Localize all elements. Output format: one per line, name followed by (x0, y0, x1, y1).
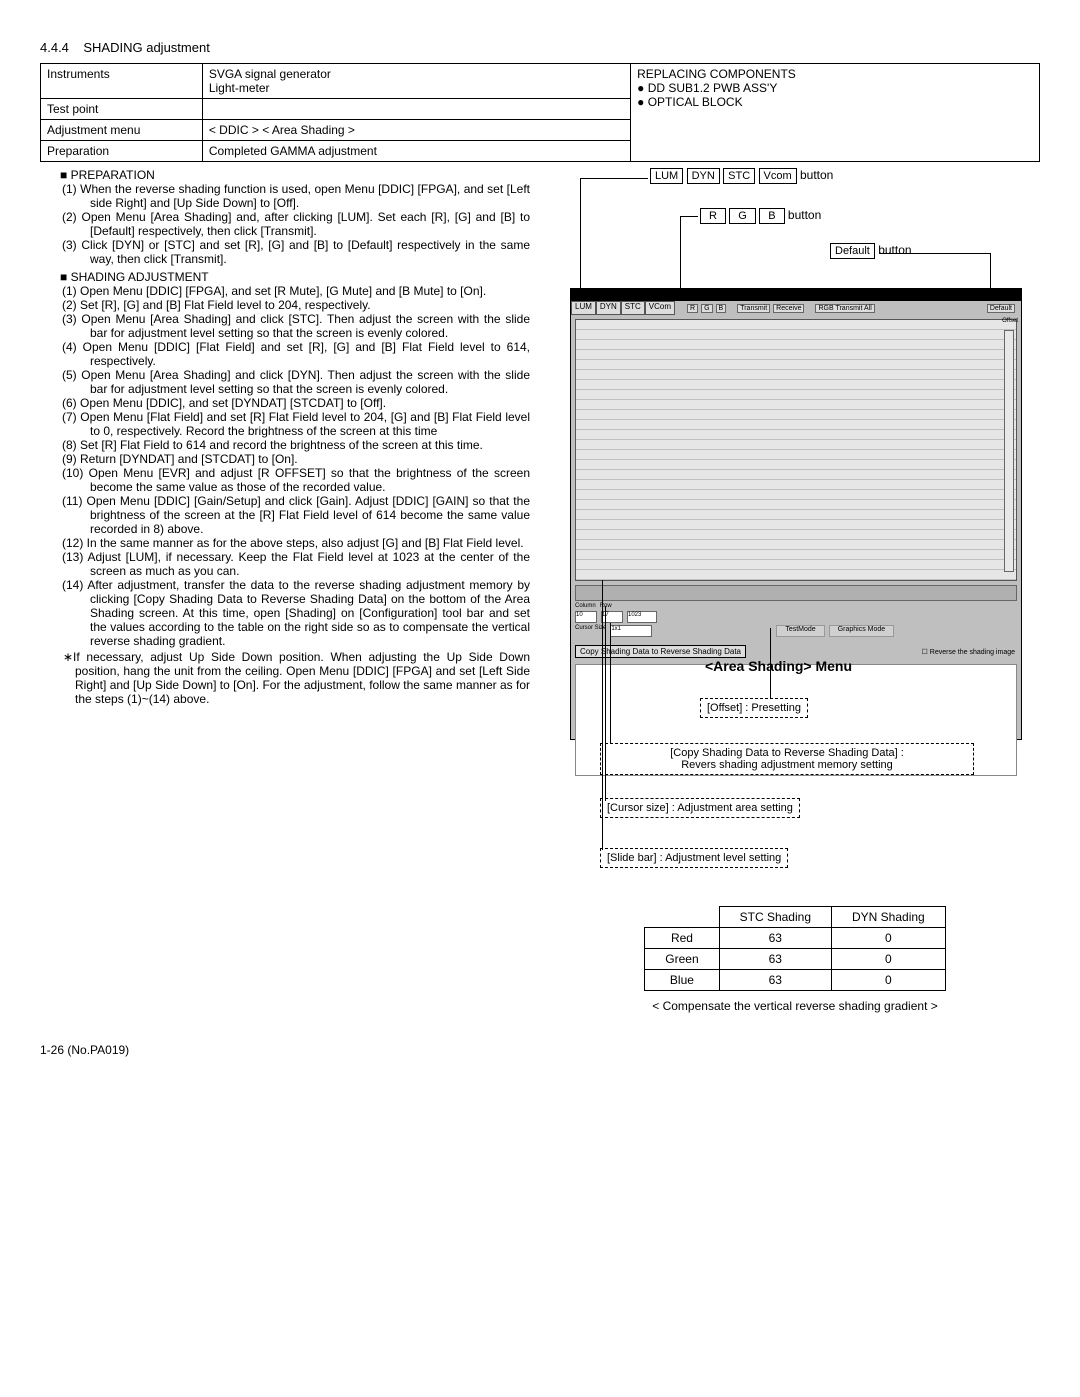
grid-area[interactable]: Offset (575, 319, 1017, 581)
dyn-button[interactable]: DYN (687, 168, 720, 184)
prep-step-1: (1) When the reverse shading function is… (90, 182, 530, 210)
dyn-shading-header: DYN Shading (832, 907, 946, 928)
shadj-step-12: (12) In the same manner as for the above… (90, 536, 530, 550)
prep-label: Preparation (41, 141, 203, 162)
stc-button[interactable]: STC (723, 168, 755, 184)
table-caption: < Compensate the vertical reverse shadin… (550, 999, 1040, 1013)
shadj-step-9: (9) Return [DYNDAT] and [STCDAT] to [On]… (90, 452, 530, 466)
row-blue: Blue (645, 970, 719, 991)
table-row: Red 63 0 (645, 928, 945, 949)
tool-g[interactable]: G (701, 304, 712, 313)
shadj-step-8: (8) Set [R] Flat Field to 614 and record… (90, 438, 530, 452)
prep-steps: (1) When the reverse shading function is… (40, 182, 530, 266)
right-column: LUM DYN STC Vcom button R G B button Def… (550, 168, 1040, 1013)
anno-cursor: [Cursor size] : Adjustment area setting (600, 798, 800, 818)
replacing-components: REPLACING COMPONENTS ● DD SUB1.2 PWB ASS… (631, 64, 1040, 162)
prep-step-3: (3) Click [DYN] or [STC] and set [R], [G… (90, 238, 530, 266)
cursor-size-select[interactable]: 1x1 (610, 625, 652, 637)
prep-step-2: (2) Open Menu [Area Shading] and, after … (90, 210, 530, 238)
titlebar (571, 289, 1021, 301)
shadj-header: ■ SHADING ADJUSTMENT (60, 270, 530, 284)
scrollbar-v[interactable] (1004, 330, 1014, 572)
midrow: Column Row (575, 603, 1017, 609)
anno-slide: [Slide bar] : Adjustment level setting (600, 848, 788, 868)
shadj-steps: (1) Open Menu [DDIC] [FPGA], and set [R … (40, 284, 530, 648)
left-column: ■ PREPARATION (1) When the reverse shadi… (40, 168, 530, 1013)
lum-button[interactable]: LUM (650, 168, 683, 184)
anno-offset: [Offset] : Presetting (700, 698, 808, 718)
column-input[interactable]: 10 (575, 611, 597, 623)
shadj-step-4: (4) Open Menu [DDIC] [Flat Field] and se… (90, 340, 530, 368)
menu-title: <Area Shading> Menu (705, 658, 852, 674)
page-footer: 1-26 (No.PA019) (40, 1043, 1040, 1057)
anno-copy: [Copy Shading Data to Reverse Shading Da… (600, 743, 974, 775)
shadj-step-1: (1) Open Menu [DDIC] [FPGA], and set [R … (90, 284, 530, 298)
graphics-button[interactable]: Graphics Mode (829, 625, 894, 637)
asterisk-note: ∗If necessary, adjust Up Side Down posit… (40, 650, 530, 706)
button-label-1: button (800, 168, 833, 182)
shadj-step-2: (2) Set [R], [G] and [B] Flat Field leve… (90, 298, 530, 312)
copy-shading-button[interactable]: Copy Shading Data to Reverse Shading Dat… (575, 645, 746, 658)
default-callout: Default button (830, 243, 912, 259)
testpoint-value (202, 99, 630, 120)
info-table: Instruments SVGA signal generator Light-… (40, 63, 1040, 162)
section-number: 4.4.4 (40, 40, 69, 55)
vcom-button[interactable]: Vcom (759, 168, 797, 184)
prep-value: Completed GAMMA adjustment (202, 141, 630, 162)
shadj-step-3: (3) Open Menu [Area Shading] and click [… (90, 312, 530, 340)
button-label-2: button (788, 208, 821, 222)
shadj-step-13: (13) Adjust [LUM], if necessary. Keep th… (90, 550, 530, 578)
tabs: LUM DYN STC VCom (571, 301, 675, 315)
prep-header: ■ PREPARATION (60, 168, 530, 182)
row-red: Red (645, 928, 719, 949)
shadj-step-14: (14) After adjustment, transfer the data… (90, 578, 530, 648)
tool-receive[interactable]: Receive (773, 304, 804, 313)
shadj-step-7: (7) Open Menu [Flat Field] and set [R] F… (90, 410, 530, 438)
toolbar: R G B Transmit Receive RGB Transmit All … (685, 301, 877, 315)
stc-shading-header: STC Shading (719, 907, 831, 928)
default-button[interactable]: Default (830, 243, 875, 259)
tab-lum[interactable]: LUM (571, 301, 596, 315)
shadj-step-5: (5) Open Menu [Area Shading] and click [… (90, 368, 530, 396)
instruments-label: Instruments (41, 64, 203, 99)
reverse-checkbox-label[interactable]: ☐ Reverse the shading image (922, 648, 1015, 656)
adjmenu-value: < DDIC > < Area Shading > (202, 120, 630, 141)
shadj-step-6: (6) Open Menu [DDIC], and set [DYNDAT] [… (90, 396, 530, 410)
button-label-3: button (878, 243, 911, 257)
tab-stc[interactable]: STC (621, 301, 645, 315)
tool-default[interactable]: Default (987, 304, 1015, 313)
tab-dyn[interactable]: DYN (596, 301, 621, 315)
section-heading: 4.4.4 SHADING adjustment (40, 40, 1040, 55)
tool-transmit[interactable]: Transmit (737, 304, 770, 313)
offset-label: Offset (1002, 318, 1018, 324)
table-row: Blue 63 0 (645, 970, 945, 991)
tab-vcom[interactable]: VCom (645, 301, 675, 315)
tool-rgbta[interactable]: RGB Transmit All (815, 304, 874, 313)
b-button[interactable]: B (759, 208, 784, 224)
testmode-button[interactable]: TestMode (776, 625, 824, 637)
r-button[interactable]: R (700, 208, 726, 224)
shadj-step-11: (11) Open Menu [DDIC] [Gain/Setup] and c… (90, 494, 530, 536)
adjmenu-label: Adjustment menu (41, 120, 203, 141)
instruments-value: SVGA signal generator Light-meter (202, 64, 630, 99)
top-callout: LUM DYN STC Vcom button (650, 168, 833, 184)
g-button[interactable]: G (729, 208, 756, 224)
testpoint-label: Test point (41, 99, 203, 120)
tool-r[interactable]: R (687, 304, 698, 313)
section-title-text: SHADING adjustment (83, 40, 209, 55)
diagram: LUM DYN STC Vcom button R G B button Def… (550, 168, 1040, 898)
row-green: Green (645, 949, 719, 970)
tool-b[interactable]: B (716, 304, 727, 313)
shading-table: STC Shading DYN Shading Red 63 0 Green 6… (644, 906, 945, 991)
shadj-step-10: (10) Open Menu [EVR] and adjust [R OFFSE… (90, 466, 530, 494)
value-input[interactable]: 1023 (627, 611, 657, 623)
rgb-callout: R G B button (700, 208, 821, 224)
slide-bar[interactable] (575, 585, 1017, 601)
column-label: Column (575, 603, 596, 609)
table-row: Green 63 0 (645, 949, 945, 970)
